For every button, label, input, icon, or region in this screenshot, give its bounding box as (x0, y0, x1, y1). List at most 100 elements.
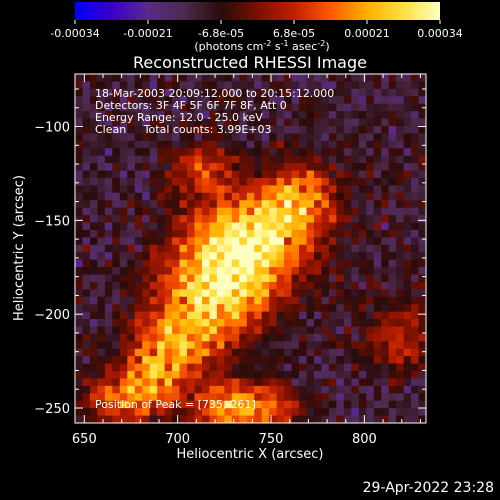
heatmap-cell (187, 319, 196, 328)
heatmap-cell (276, 177, 285, 186)
heatmap-cell (381, 259, 390, 268)
heatmap-cell (254, 326, 263, 335)
heatmap-cell (104, 267, 113, 276)
heatmap-cell (231, 133, 240, 142)
heatmap-cell (343, 229, 352, 238)
heatmap-cell (134, 222, 143, 231)
heatmap-cell (343, 222, 352, 231)
heatmap-cell (127, 200, 136, 209)
heatmap-cell (187, 200, 196, 209)
heatmap-cell (403, 252, 412, 261)
heatmap-cell (142, 252, 151, 261)
heatmap-cell (284, 289, 293, 298)
heatmap-cell (157, 363, 166, 372)
heatmap-cell (149, 356, 158, 365)
heatmap-cell (239, 170, 248, 179)
heatmap-cell (112, 237, 121, 246)
heatmap-cell (269, 326, 278, 335)
heatmap-cell (89, 296, 99, 305)
heatmap-cell (127, 348, 136, 357)
heatmap-cell (261, 163, 270, 172)
heatmap-cell (231, 348, 240, 357)
heatmap-cell (396, 96, 405, 105)
heatmap-cell (231, 319, 240, 328)
heatmap-cell (187, 192, 196, 201)
heatmap-cell (89, 229, 99, 238)
heatmap-cell (134, 200, 143, 209)
heatmap-cell (246, 400, 255, 409)
heatmap-cell (104, 304, 113, 313)
heatmap-cell (179, 326, 188, 335)
heatmap-cell (119, 252, 128, 261)
heatmap-cell (299, 237, 308, 246)
heatmap-cell (313, 267, 323, 276)
heatmap-cell (149, 267, 158, 276)
heatmap-cell (194, 170, 203, 179)
heatmap-cell (239, 185, 248, 194)
heatmap-cell (396, 170, 405, 179)
heatmap-cell (104, 281, 113, 290)
heatmap-cell (75, 96, 84, 105)
heatmap-cell (381, 341, 390, 350)
heatmap-cell (209, 274, 218, 283)
heatmap-cell (187, 215, 196, 224)
heatmap-cell (254, 237, 263, 246)
heatmap-cell (284, 170, 293, 179)
heatmap-cell (172, 229, 181, 238)
heatmap-cell (403, 155, 412, 164)
heatmap-cell (343, 289, 352, 298)
heatmap-cell (418, 326, 426, 335)
heatmap-cell (201, 333, 211, 342)
heatmap-cell (313, 118, 323, 127)
heatmap-cell (134, 155, 143, 164)
heatmap-cell (381, 118, 390, 127)
heatmap-cell (216, 304, 225, 313)
heatmap-cell (194, 222, 203, 231)
heatmap-cell (201, 326, 211, 335)
heatmap-cell (411, 326, 420, 335)
heatmap-cell (373, 267, 382, 276)
heatmap-cell (187, 222, 196, 231)
heatmap-cell (336, 103, 345, 112)
heatmap-cell (179, 163, 188, 172)
heatmap-cell (411, 348, 420, 357)
heatmap-cell (269, 393, 278, 402)
heatmap-cell (201, 222, 211, 231)
heatmap-cell (172, 371, 181, 380)
heatmap-cell (194, 133, 203, 142)
heatmap-cell (134, 133, 143, 142)
heatmap-cell (306, 281, 315, 290)
heatmap-cell (411, 289, 420, 298)
heatmap-cell (142, 103, 151, 112)
heatmap-cell (187, 177, 196, 186)
heatmap-cell (388, 259, 397, 268)
heatmap-cell (172, 393, 181, 402)
heatmap-cell (313, 274, 323, 283)
heatmap-cell (388, 252, 397, 261)
heatmap-cell (411, 237, 420, 246)
heatmap-cell (366, 252, 375, 261)
heatmap-cell (134, 259, 143, 268)
heatmap-cell (75, 252, 84, 261)
heatmap-cell (179, 207, 188, 216)
heatmap-cell (149, 274, 158, 283)
heatmap-cell (246, 148, 255, 157)
heatmap-cell (366, 415, 375, 423)
heatmap-cell (246, 371, 255, 380)
y-axis-ticks: −100−150−200−250 (34, 88, 426, 417)
heatmap-cell (149, 259, 158, 268)
heatmap-cell (351, 88, 360, 97)
heatmap-cell (164, 163, 173, 172)
heatmap-cell (373, 103, 382, 112)
heatmap-cell (75, 125, 84, 135)
heatmap-cell (179, 319, 188, 328)
heatmap-cell (172, 215, 181, 224)
heatmap-cell (127, 400, 136, 409)
heatmap-cell (119, 140, 128, 149)
heatmap-cell (261, 304, 270, 313)
heatmap-cell (261, 155, 270, 164)
heatmap-cell (313, 237, 323, 246)
heatmap-cell (381, 74, 390, 83)
heatmap-cell (127, 333, 136, 342)
heatmap-cell (306, 215, 315, 224)
